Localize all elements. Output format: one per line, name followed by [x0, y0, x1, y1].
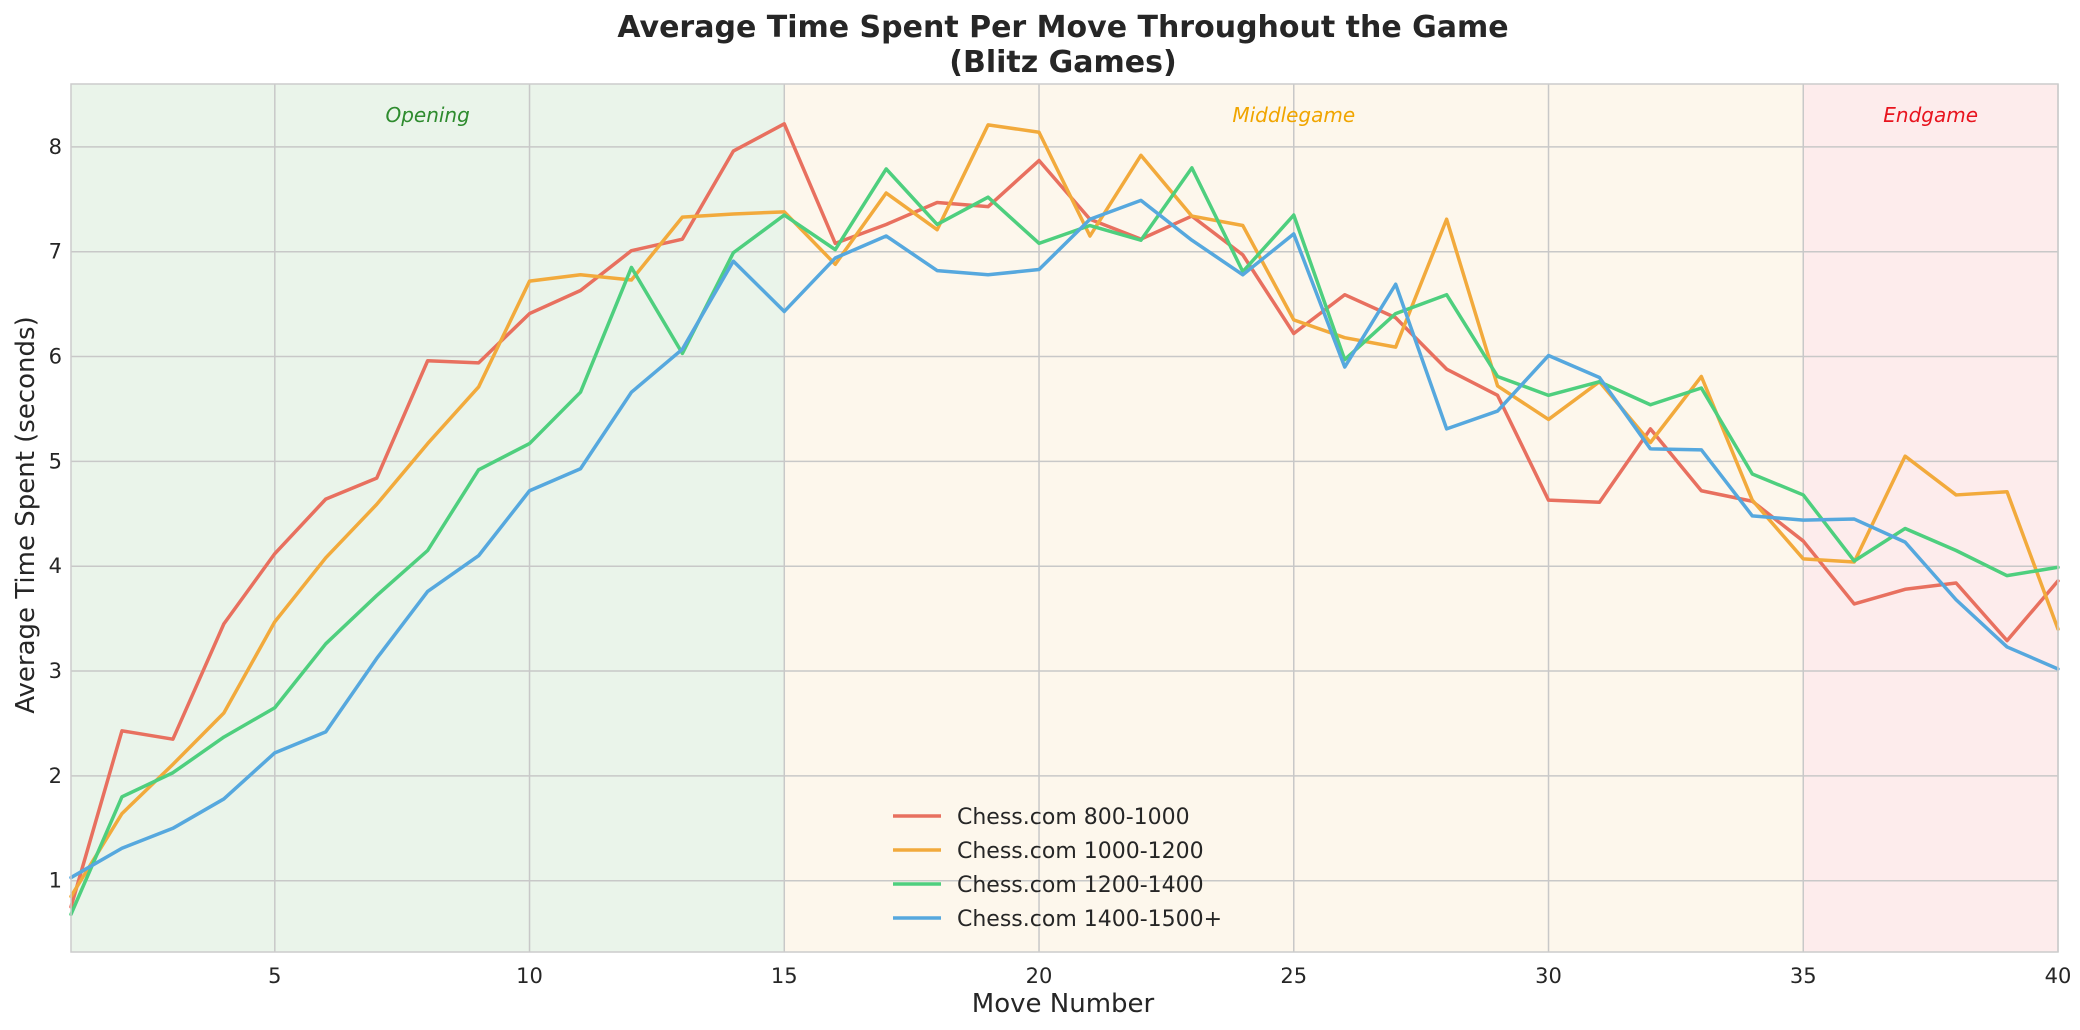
series-line-2 — [69, 123, 2060, 899]
y-axis-label: Average Time Spent (seconds) — [11, 316, 41, 713]
x-tick-label: 20 — [1026, 964, 1053, 988]
plot-frame — [70, 83, 2059, 953]
x-tick-label: 25 — [1280, 964, 1307, 988]
phase-label-endgame: Endgame — [1883, 103, 1978, 127]
x-tick-label: 5 — [268, 964, 281, 988]
y-tick-label: 2 — [49, 764, 62, 788]
phase-label-opening: Opening — [385, 103, 469, 127]
y-tick-label: 5 — [49, 449, 62, 473]
tick-labels: 5 10 15 20 25 30 35 40 1 2 3 4 5 6 7 8 — [49, 135, 2072, 988]
phase-labels: Opening Middlegame Endgame — [385, 103, 1978, 127]
y-tick-label: 3 — [49, 659, 62, 683]
legend-label: Chess.com 1400-1500+ — [957, 907, 1222, 932]
legend-label: Chess.com 800-1000 — [957, 805, 1190, 830]
legend-label: Chess.com 1200-1400 — [957, 873, 1204, 898]
series-lines — [69, 122, 2060, 917]
series-line-1 — [69, 122, 2060, 909]
phase-label-middlegame: Middlegame — [1232, 103, 1355, 127]
series-line-3 — [69, 166, 2060, 917]
y-tick-label: 4 — [49, 554, 62, 578]
phase-region-opening — [71, 84, 785, 952]
x-tick-label: 35 — [1790, 964, 1817, 988]
y-tick-label: 7 — [49, 240, 62, 264]
legend-label: Chess.com 1000-1200 — [957, 839, 1204, 864]
legend: Chess.com 800-1000 Chess.com 1000-1200 Che… — [893, 805, 1222, 932]
y-tick-label: 6 — [49, 345, 62, 369]
y-tick-label: 8 — [49, 135, 62, 159]
x-tick-label: 10 — [516, 964, 543, 988]
x-tick-label: 15 — [771, 964, 798, 988]
y-tick-label: 1 — [49, 869, 62, 893]
x-axis-label: Move Number — [972, 989, 1155, 1019]
x-tick-label: 40 — [2045, 964, 2072, 988]
x-tick-label: 30 — [1535, 964, 1562, 988]
series-line-4 — [69, 198, 2060, 880]
chart-subtitle: (Blitz Games) — [949, 45, 1176, 80]
grid — [71, 84, 2059, 952]
chart-title: Average Time Spent Per Move Throughout t… — [617, 10, 1508, 45]
